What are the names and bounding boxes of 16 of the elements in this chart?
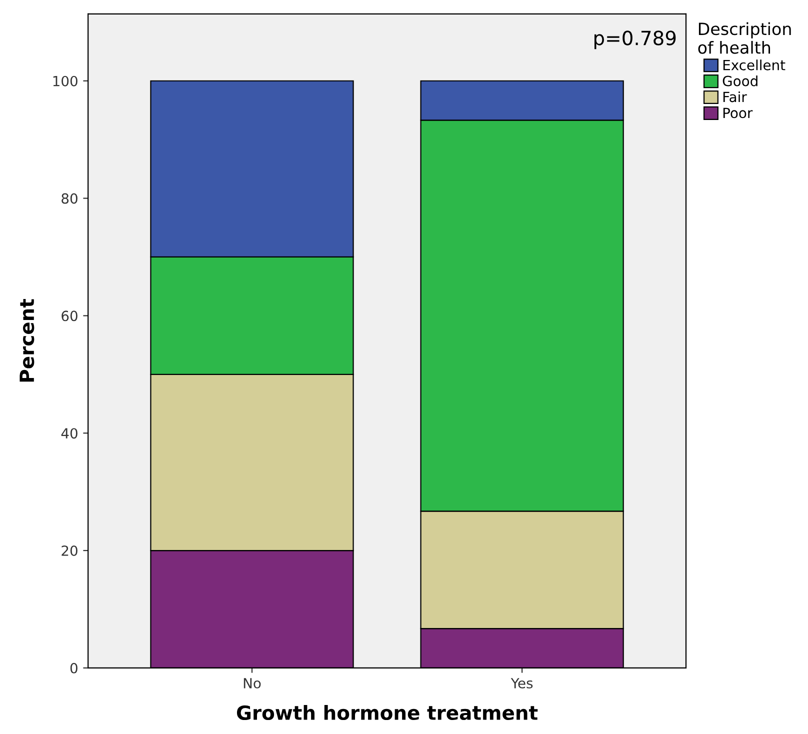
- x-tick-label: Yes: [510, 678, 533, 688]
- y-tick-label: 100: [53, 76, 78, 86]
- x-tick-label: No: [244, 678, 261, 688]
- y-tick-label: 20: [62, 545, 78, 556]
- legend-label: Fair: [723, 91, 747, 102]
- y-tick-label: 0: [70, 662, 78, 674]
- y-tick-label: 80: [62, 193, 78, 204]
- y-axis-title: Percent: [20, 298, 34, 382]
- y-tick-label: 40: [61, 428, 78, 439]
- legend-title: Description of health: [698, 22, 791, 54]
- x-axis-title: Growth hormone treatment: [236, 704, 538, 720]
- legend-label: Excellent: [723, 60, 786, 70]
- legend-label: Good: [722, 76, 758, 86]
- y-tick-label: 60: [62, 310, 78, 322]
- annotation: p=0.789: [594, 30, 676, 50]
- legend-label: Poor: [723, 108, 753, 118]
